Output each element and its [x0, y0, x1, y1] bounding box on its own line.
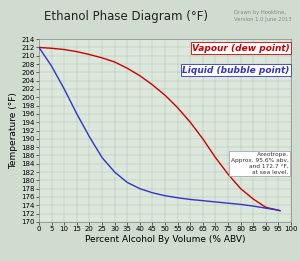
Text: Vapour (dew point): Vapour (dew point)	[192, 44, 290, 53]
Text: Liquid (bubble point): Liquid (bubble point)	[182, 66, 290, 75]
X-axis label: Percent Alcohol By Volume (% ABV): Percent Alcohol By Volume (% ABV)	[85, 235, 245, 244]
Text: Drawn by Hooktine,
Version 1.0 June 2013: Drawn by Hooktine, Version 1.0 June 2013	[234, 10, 292, 22]
Text: Ethanol Phase Diagram (°F): Ethanol Phase Diagram (°F)	[44, 10, 208, 23]
Text: Azeotrope.
Approx. 95.6% abv,
and 172.7 °F,
at sea level.: Azeotrope. Approx. 95.6% abv, and 172.7 …	[231, 152, 289, 175]
Y-axis label: Temperature (°F): Temperature (°F)	[10, 92, 19, 169]
